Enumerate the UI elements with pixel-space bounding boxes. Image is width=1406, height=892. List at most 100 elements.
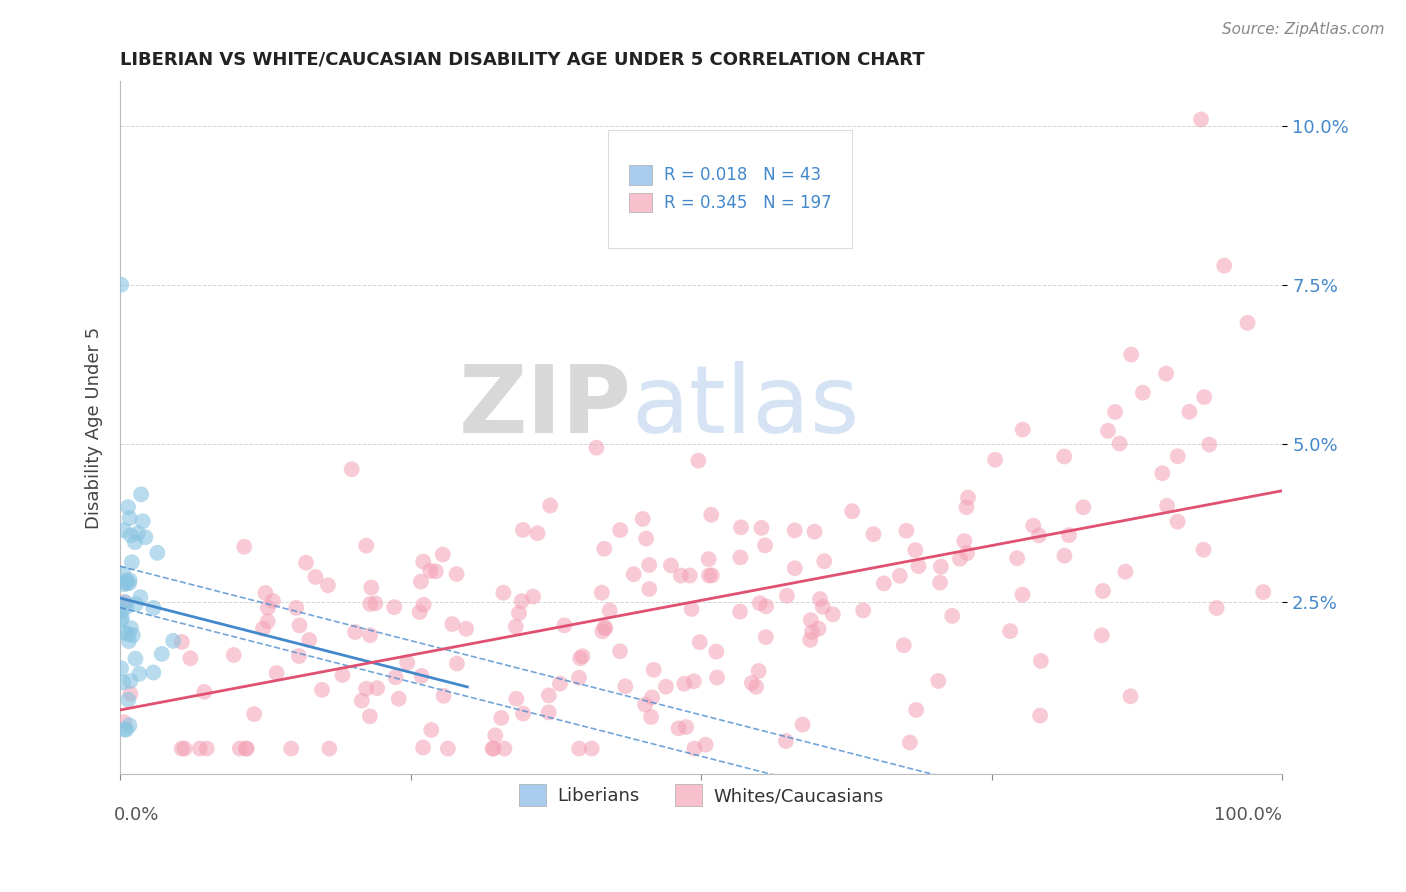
Point [681,602,703,616]
Point [569,651,592,665]
Point [118,718,141,732]
Point [354,539,377,553]
Point [953,534,976,549]
Point [813,554,835,568]
Point [117,500,139,514]
Point [929,575,952,590]
Point [675,720,697,734]
Point [146,546,169,560]
Point [233,540,256,554]
Point [741,676,763,690]
Point [679,568,702,582]
Point [1192,542,1215,557]
Point [115,576,138,591]
Point [115,723,138,737]
Point [115,574,138,588]
Point [110,277,132,292]
Point [655,680,678,694]
Point [682,674,704,689]
Point [1192,390,1215,404]
Point [581,741,603,756]
Point [1132,385,1154,400]
Point [364,596,387,610]
Point [538,499,561,513]
Point [1028,528,1050,542]
Text: atlas: atlas [631,361,859,453]
Point [841,504,863,518]
Point [120,528,142,542]
Point [689,635,711,649]
Y-axis label: Disability Age Under 5: Disability Age Under 5 [86,326,103,529]
Point [695,738,717,752]
Point [124,652,146,666]
Point [591,624,613,639]
Point [1152,466,1174,480]
Point [1053,450,1076,464]
Point [609,644,631,658]
Point [585,441,607,455]
Point [755,599,778,614]
Point [311,682,333,697]
Text: ZIP: ZIP [458,361,631,453]
Point [659,558,682,573]
Point [316,578,339,592]
Point [360,581,382,595]
Text: LIBERIAN VS WHITE/CAUCASIAN DISABILITY AGE UNDER 5 CORRELATION CHART: LIBERIAN VS WHITE/CAUCASIAN DISABILITY A… [120,51,925,69]
Point [593,541,616,556]
Point [898,735,921,749]
Point [1167,515,1189,529]
Point [117,693,139,707]
Point [235,741,257,756]
Point [142,601,165,615]
Point [748,664,770,678]
Point [571,649,593,664]
Point [120,687,142,701]
Point [522,590,544,604]
Point [112,523,135,537]
Point [537,706,560,720]
Point [425,565,447,579]
Point [280,741,302,756]
Point [905,703,928,717]
Point [643,663,665,677]
Point [1213,259,1236,273]
Point [697,568,720,582]
Point [893,638,915,652]
Point [998,624,1021,639]
Point [1005,551,1028,566]
Point [1011,588,1033,602]
Point [755,630,778,644]
Point [359,597,381,611]
Point [1114,565,1136,579]
Point [120,621,142,635]
Point [254,586,277,600]
Point [636,532,658,546]
Point [548,676,571,690]
Point [700,508,723,522]
Point [1097,424,1119,438]
Point [446,657,468,671]
Point [256,615,278,629]
Point [505,620,527,634]
Point [114,625,136,640]
Point [1189,112,1212,127]
Point [142,665,165,680]
Point [593,620,616,634]
Point [482,741,505,756]
Point [285,600,308,615]
Point [783,524,806,538]
Point [799,632,821,647]
Point [706,671,728,685]
Point [112,567,135,582]
Point [673,677,696,691]
Point [359,628,381,642]
Point [609,523,631,537]
Point [1205,601,1227,615]
Point [412,740,434,755]
Point [803,524,825,539]
Point [446,567,468,582]
Point [508,606,530,620]
Text: Source: ZipAtlas.com: Source: ZipAtlas.com [1222,22,1385,37]
Text: 100.0%: 100.0% [1215,805,1282,823]
Point [1198,437,1220,451]
